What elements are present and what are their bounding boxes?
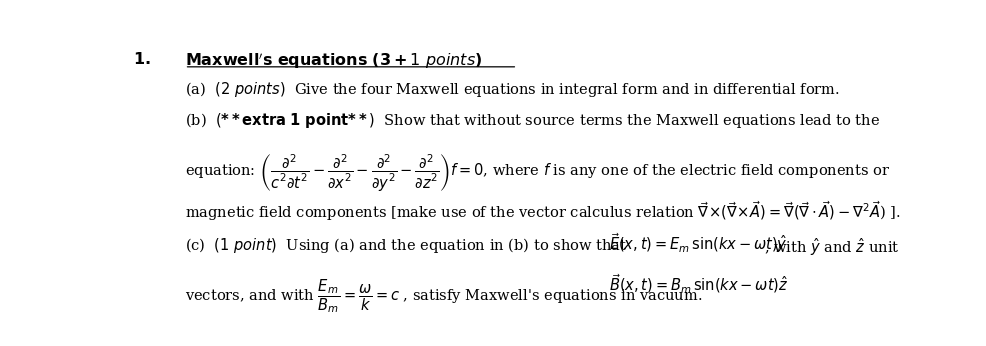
Text: magnetic field components [make use of the vector calculus relation $\vec{\nabla: magnetic field components [make use of t… — [184, 199, 899, 222]
Text: vectors, and with $\dfrac{E_m}{B_m} = \dfrac{\omega}{k} = c$ , satisfy Maxwell's: vectors, and with $\dfrac{E_m}{B_m} = \d… — [184, 277, 701, 315]
Text: $\vec{E}(x,t) = E_m\,\sin(kx - \omega t)\hat{y}$
$\vec{B}(x,t) = B_m\,\sin(kx - : $\vec{E}(x,t) = E_m\,\sin(kx - \omega t)… — [608, 231, 788, 297]
Text: , with $\hat{y}$ and $\hat{z}$ unit: , with $\hat{y}$ and $\hat{z}$ unit — [763, 236, 899, 258]
Text: (c)  $\mathit{(1\ point)}$  Using (a) and the equation in (b) to show that: (c) $\mathit{(1\ point)}$ Using (a) and … — [184, 236, 626, 255]
Text: $\mathbf{Maxwell's\ equations\ }$$\boldsymbol{(3+\mathit{1\ points})}$: $\mathbf{Maxwell's\ equations\ }$$\bolds… — [184, 51, 481, 71]
Text: (a)  $\mathit{(2\ points)}$  Give the four Maxwell equations in integral form an: (a) $\mathit{(2\ points)}$ Give the four… — [184, 80, 839, 99]
Text: $\mathbf{1.}$: $\mathbf{1.}$ — [133, 51, 151, 68]
Text: (b)  $(\mathbf{**}\mathit{\mathbf{extra\ 1\ point}}\mathbf{**})$  Show that with: (b) $(\mathbf{**}\mathit{\mathbf{extra\ … — [184, 111, 879, 130]
Text: equation: $\left(\dfrac{\partial^2}{c^2\partial t^2} - \dfrac{\partial^2}{\parti: equation: $\left(\dfrac{\partial^2}{c^2\… — [184, 152, 888, 193]
